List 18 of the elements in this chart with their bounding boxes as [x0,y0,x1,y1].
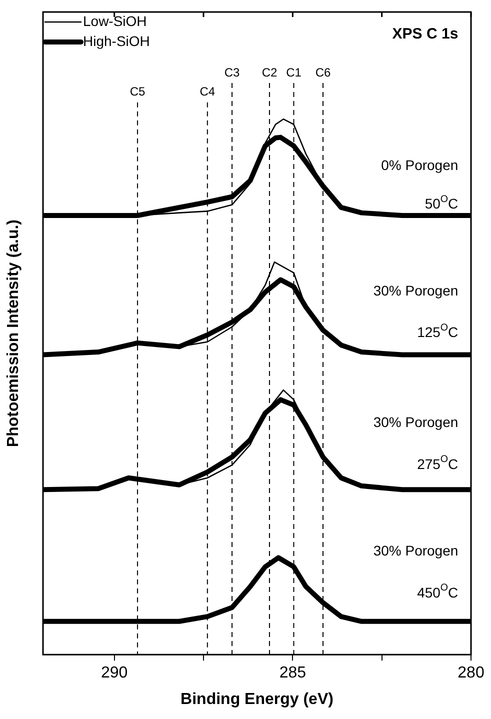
annotation: 30% Porogen [373,542,458,559]
ref-line-label: C5 [130,84,146,99]
annotation: 0% Porogen [381,157,458,174]
text: XPS C 1s [392,26,458,43]
ref-line-label: C1 [286,65,302,80]
ref-line-label: C2 [262,65,278,80]
legend-label: Low-SiOH [83,12,147,29]
annotation: 30% Porogen [373,414,458,430]
y-axis-title: Photoemission Intensity (a.u.) [5,220,22,448]
x-axis-title: Binding Energy (eV) [180,690,334,708]
ref-line-label: C4 [200,84,216,99]
x-tick-label: 285 [279,664,306,682]
x-tick-label: 290 [100,664,128,682]
annotation: 30% Porogen [373,282,458,298]
ref-line-label: C6 [315,65,331,80]
ref-line-label: C3 [224,65,240,80]
legend-label: High-SiOH [83,32,150,49]
x-tick-label: 280 [458,664,484,682]
